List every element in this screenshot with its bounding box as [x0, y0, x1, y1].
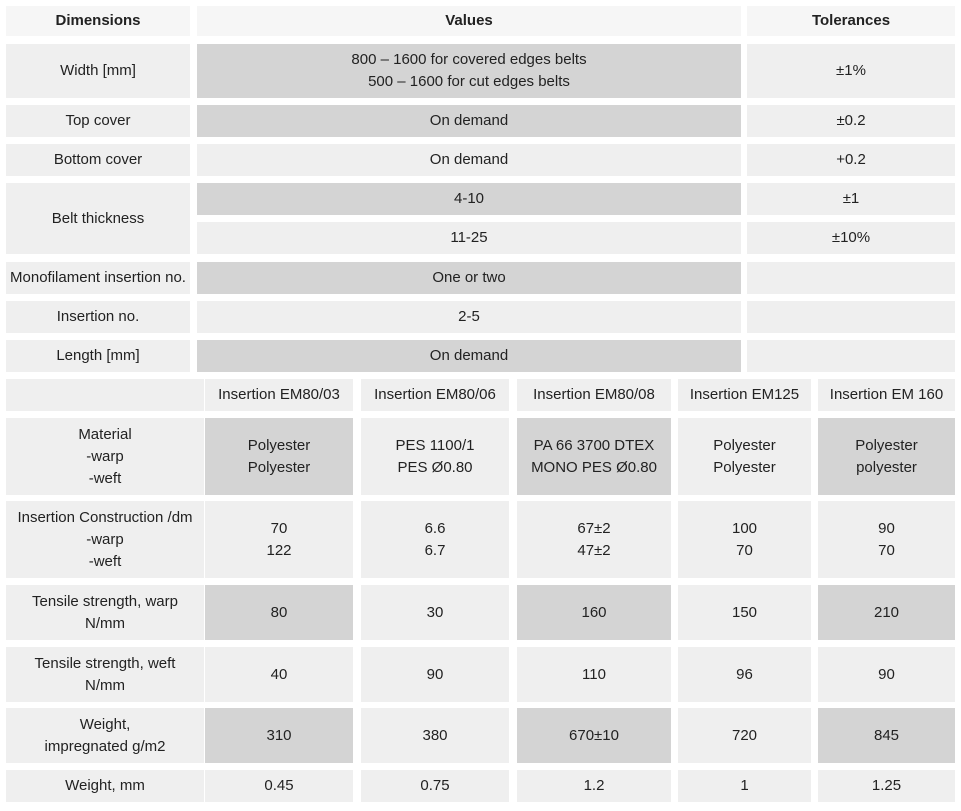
- insertion-value: 210: [818, 585, 955, 640]
- value-bottom-cover: On demand: [197, 144, 741, 176]
- tolerance-monofilament-insertion: [747, 262, 955, 294]
- row-label-monofilament-insertion: Monofilament insertion no.: [6, 262, 190, 294]
- insertion-value: 150: [678, 585, 811, 640]
- insertion-value: 845: [818, 708, 955, 763]
- insertion-value: Polyester polyester: [818, 418, 955, 495]
- tolerance-belt-thickness-2: ±10%: [747, 222, 955, 254]
- insertion-value: 40: [205, 647, 353, 702]
- insertion-row-label: Material -warp -weft: [6, 418, 204, 495]
- insertion-value: 100 70: [678, 501, 811, 578]
- insertion-value: 0.45: [205, 770, 353, 802]
- insertion-value: 310: [205, 708, 353, 763]
- insertion-value: 0.75: [361, 770, 509, 802]
- insertion-value: 1.25: [818, 770, 955, 802]
- insertion-value: 110: [517, 647, 671, 702]
- insertion-row-label: Tensile strength, weft N/mm: [6, 647, 204, 702]
- insertion-column-header: Insertion EM125: [678, 379, 811, 411]
- value-top-cover: On demand: [197, 105, 741, 137]
- value-insertion-no: 2-5: [197, 301, 741, 333]
- row-label-width: Width [mm]: [6, 44, 190, 98]
- value-belt-thickness-2: 11-25: [197, 222, 741, 254]
- insertion-value: 67±2 47±2: [517, 501, 671, 578]
- tolerance-insertion-no: [747, 301, 955, 333]
- insertion-row-label: Insertion Construction /dm -warp -weft: [6, 501, 204, 578]
- insertion-value: PA 66 3700 DTEX MONO PES Ø0.80: [517, 418, 671, 495]
- header-dimensions: Dimensions: [6, 6, 190, 36]
- value-belt-thickness-1: 4-10: [197, 183, 741, 215]
- insertion-row-label: Weight, impregnated g/m2: [6, 708, 204, 763]
- insertion-value: 1.2: [517, 770, 671, 802]
- insertion-value: 70 122: [205, 501, 353, 578]
- insertion-value: 380: [361, 708, 509, 763]
- insertion-value: 90 70: [818, 501, 955, 578]
- row-label-length: Length [mm]: [6, 340, 190, 372]
- insertion-value: 90: [361, 647, 509, 702]
- tolerance-top-cover: ±0.2: [747, 105, 955, 137]
- value-length: On demand: [197, 340, 741, 372]
- insertion-value: 160: [517, 585, 671, 640]
- row-label-belt-thickness: Belt thickness: [6, 183, 190, 254]
- header-values: Values: [197, 6, 741, 36]
- insertion-column-header: Insertion EM80/06: [361, 379, 509, 411]
- insertion-value: 80: [205, 585, 353, 640]
- insertion-value: 30: [361, 585, 509, 640]
- tolerance-length: [747, 340, 955, 372]
- row-label-bottom-cover: Bottom cover: [6, 144, 190, 176]
- tolerance-bottom-cover: +0.2: [747, 144, 955, 176]
- row-label-insertion-no: Insertion no.: [6, 301, 190, 333]
- value-monofilament-insertion: One or two: [197, 262, 741, 294]
- insertion-value: 96: [678, 647, 811, 702]
- insertion-row-label: Weight, mm: [6, 770, 204, 802]
- insertion-value: 1: [678, 770, 811, 802]
- insertion-value: 670±10: [517, 708, 671, 763]
- insertion-value: 6.6 6.7: [361, 501, 509, 578]
- insertion-row-label: Tensile strength, warp N/mm: [6, 585, 204, 640]
- insertion-value: Polyester Polyester: [205, 418, 353, 495]
- insertion-value: PES 1100/1 PES Ø0.80: [361, 418, 509, 495]
- insertion-column-header: Insertion EM 160: [818, 379, 955, 411]
- header-tolerances: Tolerances: [747, 6, 955, 36]
- insertion-column-header: Insertion EM80/08: [517, 379, 671, 411]
- tolerance-belt-thickness-1: ±1: [747, 183, 955, 215]
- insertion-value: Polyester Polyester: [678, 418, 811, 495]
- row-label-top-cover: Top cover: [6, 105, 190, 137]
- insertion-column-header: Insertion EM80/03: [205, 379, 353, 411]
- insertion-value: 90: [818, 647, 955, 702]
- value-width: 800 – 1600 for covered edges belts 500 –…: [197, 44, 741, 98]
- insertion-value: 720: [678, 708, 811, 763]
- insertion-header-blank: [6, 379, 204, 411]
- tolerance-width: ±1%: [747, 44, 955, 98]
